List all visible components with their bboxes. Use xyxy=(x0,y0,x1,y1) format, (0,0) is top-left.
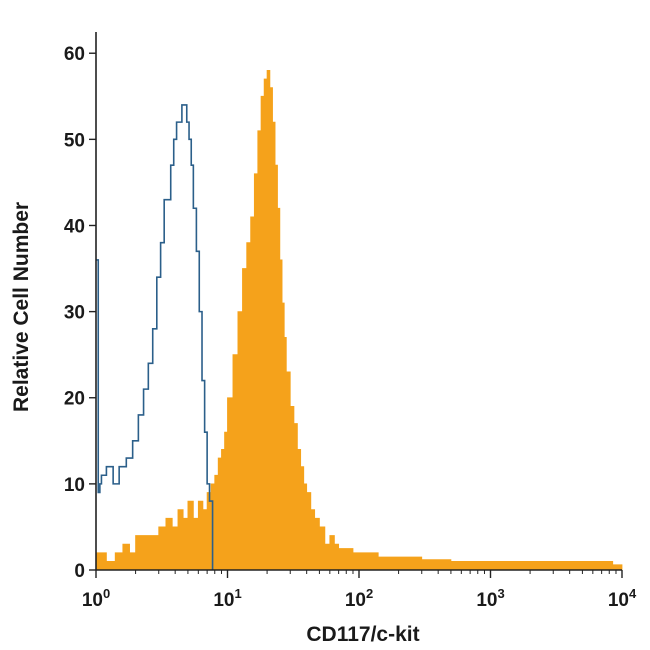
axes-layer xyxy=(95,32,622,571)
ticks-layer: 0 10 20 30 40 50 60 100 101 102 103 104 xyxy=(64,44,637,611)
histogram-filled-series xyxy=(95,70,623,571)
histogram-outline-series xyxy=(96,104,214,570)
y-axis-title: Relative Cell Number xyxy=(10,202,33,412)
x-tick-label: 101 xyxy=(213,586,241,611)
y-tick-label: 60 xyxy=(64,44,85,65)
x-axis-title: CD117/c-kit xyxy=(306,623,419,646)
x-tick-label: 100 xyxy=(82,586,110,611)
x-tick-label: 104 xyxy=(608,586,637,611)
x-tick-label: 102 xyxy=(345,586,373,611)
y-tick-label: 30 xyxy=(64,303,85,324)
y-tick-label: 10 xyxy=(64,475,85,496)
y-tick-label: 40 xyxy=(64,216,85,237)
y-tick-label: 0 xyxy=(74,561,85,582)
y-tick-label: 50 xyxy=(64,130,85,151)
x-tick-label: 103 xyxy=(476,586,504,611)
series-layer xyxy=(95,70,623,571)
y-tick-label: 20 xyxy=(64,389,85,410)
